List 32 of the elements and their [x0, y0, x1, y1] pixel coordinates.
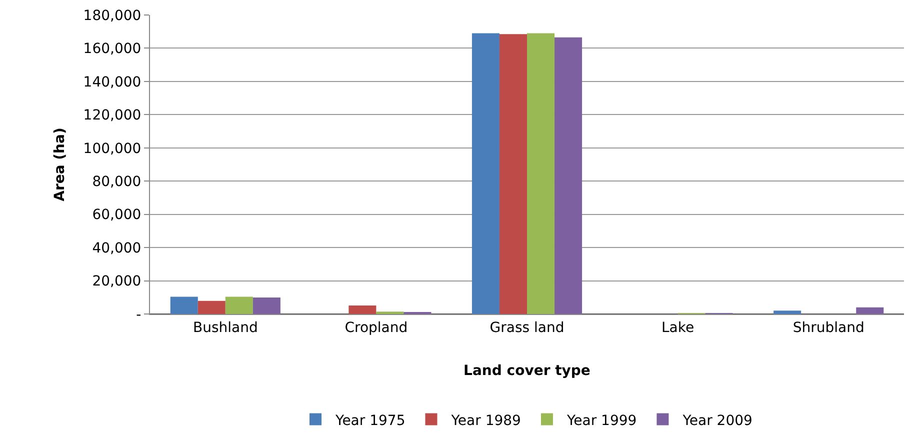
bar: [472, 33, 500, 314]
x-tick-label: Bushland: [192, 320, 258, 336]
y-tick-label: 60,000: [92, 207, 142, 224]
legend-label: Year 1989: [450, 412, 521, 429]
x-tick-label: Shrubland: [792, 320, 864, 336]
bar: [225, 296, 253, 314]
y-tick-label: 140,000: [83, 74, 142, 90]
bar: [774, 310, 802, 314]
y-tick-label: 100,000: [83, 140, 142, 157]
bar: [856, 307, 884, 314]
bar: [348, 306, 376, 314]
y-tick-label: 120,000: [83, 108, 142, 124]
legend-label: Year 2009: [682, 412, 752, 429]
y-tick-label: 80,000: [92, 174, 142, 190]
x-tick-label: Cropland: [344, 320, 408, 336]
y-tick-label: 20,000: [92, 274, 142, 290]
bar: [527, 33, 555, 314]
y-tick-label: 180,000: [83, 8, 142, 24]
legend-label: Year 1999: [566, 412, 637, 429]
bar: [554, 37, 582, 314]
bar: [499, 34, 527, 314]
x-tick-label: Grass land: [490, 320, 564, 336]
legend-label: Year 1975: [334, 412, 406, 429]
bar: [170, 296, 198, 314]
y-tick-label: 40,000: [92, 240, 142, 256]
y-tick-label: -: [136, 306, 142, 323]
x-tick-label: Lake: [661, 320, 694, 336]
bar: [252, 298, 280, 314]
y-axis-title: Area (ha): [52, 128, 68, 202]
x-axis-title: Land cover type: [464, 363, 590, 380]
bar: [198, 300, 226, 314]
y-tick-label: 160,000: [83, 41, 142, 58]
